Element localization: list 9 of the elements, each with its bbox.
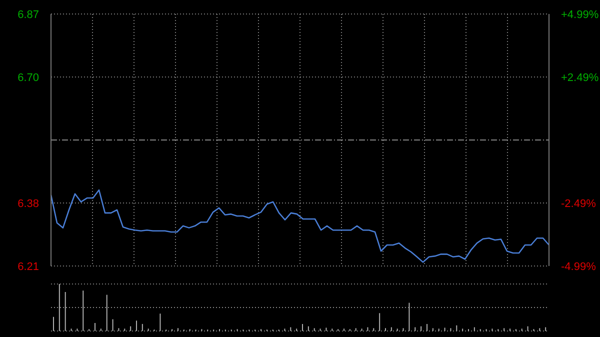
y-tick-label: 6.87	[18, 9, 39, 21]
y-tick-label: 6.21	[18, 261, 39, 273]
y2-tick-label: +2.49%	[561, 72, 599, 84]
y2-tick-label: -4.99%	[561, 261, 596, 273]
y2-tick-label: -2.49%	[561, 198, 596, 210]
y-tick-label: 6.70	[18, 72, 39, 84]
y2-tick-label: +4.99%	[561, 9, 599, 21]
y-tick-label: 6.38	[18, 198, 39, 210]
line-series	[50, 189, 550, 263]
